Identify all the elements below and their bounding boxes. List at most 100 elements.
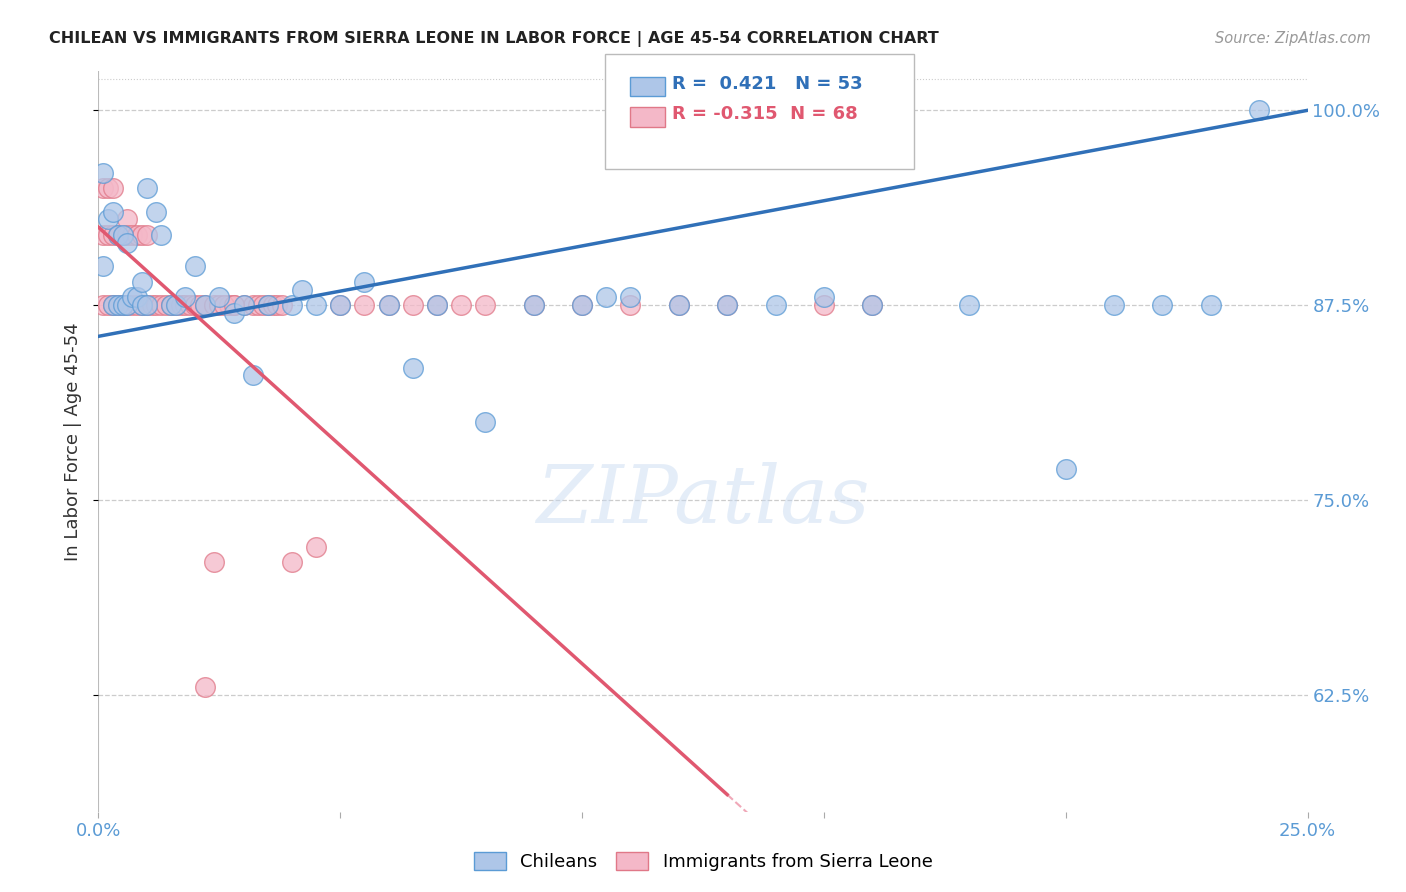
Point <box>450 298 472 312</box>
Point <box>256 298 278 312</box>
Point <box>141 298 163 312</box>
Point <box>813 290 835 304</box>
Point <box>135 298 157 312</box>
Point <box>91 166 114 180</box>
Point <box>813 298 835 312</box>
Point <box>127 227 149 242</box>
Point <box>474 415 496 429</box>
Point <box>218 298 240 312</box>
Point <box>232 298 254 312</box>
Point <box>222 298 245 312</box>
Point <box>131 275 153 289</box>
Point <box>353 275 375 289</box>
Point <box>150 227 173 242</box>
Point <box>117 298 139 312</box>
Point <box>1054 462 1077 476</box>
Point <box>1102 298 1125 312</box>
Point <box>150 298 173 312</box>
Point <box>402 360 425 375</box>
Y-axis label: In Labor Force | Age 45-54: In Labor Force | Age 45-54 <box>65 322 83 561</box>
Point <box>595 290 617 304</box>
Point <box>523 298 546 312</box>
Point <box>194 298 217 312</box>
Point <box>117 298 139 312</box>
Point <box>97 227 120 242</box>
Point <box>97 181 120 195</box>
Point <box>165 298 187 312</box>
Point <box>107 298 129 312</box>
Point <box>97 212 120 227</box>
Point <box>174 290 197 304</box>
Point <box>668 298 690 312</box>
Point <box>91 259 114 273</box>
Point <box>262 298 284 312</box>
Point <box>131 298 153 312</box>
Point <box>121 227 143 242</box>
Point <box>91 181 114 195</box>
Point <box>208 290 231 304</box>
Point <box>377 298 399 312</box>
Point <box>111 298 134 312</box>
Point <box>135 227 157 242</box>
Point <box>107 298 129 312</box>
Point <box>957 298 980 312</box>
Point <box>252 298 274 312</box>
Point <box>668 298 690 312</box>
Point <box>91 227 114 242</box>
Point <box>571 298 593 312</box>
Point <box>117 227 139 242</box>
Point <box>377 298 399 312</box>
Point <box>160 298 183 312</box>
Point <box>242 368 264 383</box>
Text: CHILEAN VS IMMIGRANTS FROM SIERRA LEONE IN LABOR FORCE | AGE 45-54 CORRELATION C: CHILEAN VS IMMIGRANTS FROM SIERRA LEONE … <box>49 31 939 47</box>
Point <box>127 290 149 304</box>
Point <box>111 298 134 312</box>
Point <box>619 290 641 304</box>
Point <box>194 298 217 312</box>
Text: ZIPatlas: ZIPatlas <box>536 462 870 540</box>
Point <box>135 181 157 195</box>
Point <box>184 259 207 273</box>
Point <box>101 181 124 195</box>
Point <box>179 298 201 312</box>
Point <box>247 298 270 312</box>
Point <box>145 298 167 312</box>
Point <box>188 298 211 312</box>
Text: R =  0.421   N = 53: R = 0.421 N = 53 <box>672 75 863 93</box>
Point <box>716 298 738 312</box>
Point <box>131 227 153 242</box>
Point <box>111 227 134 242</box>
Point <box>426 298 449 312</box>
Point <box>232 298 254 312</box>
Point <box>765 298 787 312</box>
Point <box>101 298 124 312</box>
Point <box>121 298 143 312</box>
Point <box>184 298 207 312</box>
Point <box>242 298 264 312</box>
Point <box>131 298 153 312</box>
Point <box>101 298 124 312</box>
Point <box>474 298 496 312</box>
Point <box>101 227 124 242</box>
Point <box>117 235 139 250</box>
Point <box>169 298 191 312</box>
Point <box>155 298 177 312</box>
Point <box>127 298 149 312</box>
Point <box>117 212 139 227</box>
Point <box>165 298 187 312</box>
Point <box>135 298 157 312</box>
Point <box>222 298 245 312</box>
Point <box>212 298 235 312</box>
Point <box>402 298 425 312</box>
Point <box>329 298 352 312</box>
Point <box>208 298 231 312</box>
Point <box>523 298 546 312</box>
Point <box>1249 103 1271 118</box>
Point <box>329 298 352 312</box>
Point <box>619 298 641 312</box>
Point <box>174 298 197 312</box>
Point <box>860 298 883 312</box>
Point <box>194 680 217 694</box>
Point <box>111 227 134 242</box>
Text: Source: ZipAtlas.com: Source: ZipAtlas.com <box>1215 31 1371 46</box>
